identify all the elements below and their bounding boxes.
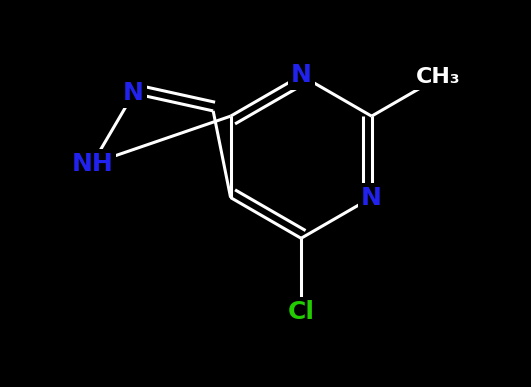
Text: NH: NH [72,152,113,176]
Text: N: N [290,63,312,87]
Text: N: N [123,81,144,105]
Text: N: N [361,186,382,210]
Text: Cl: Cl [288,300,314,324]
Text: CH₃: CH₃ [416,67,461,87]
